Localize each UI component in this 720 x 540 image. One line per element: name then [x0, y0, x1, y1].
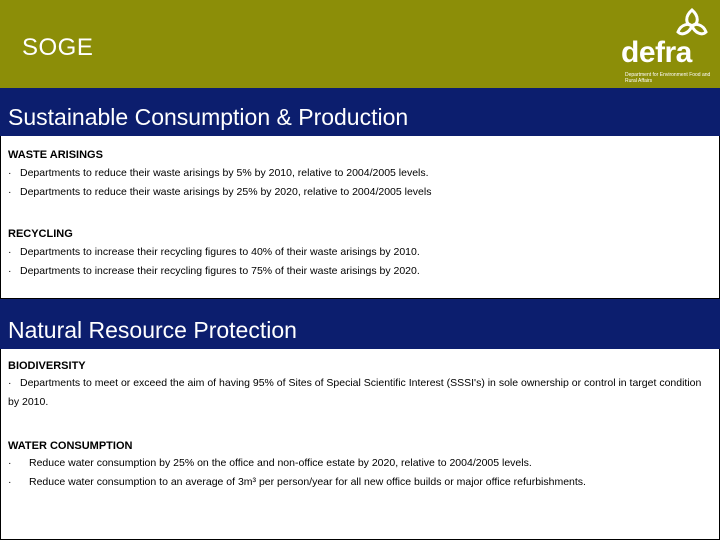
leaf-logo-icon	[676, 8, 708, 36]
section-title: Natural Resource Protection	[8, 317, 297, 343]
box-heading: RECYCLING	[8, 228, 73, 240]
logo-wordmark: defra	[621, 36, 692, 69]
bullet-dot: ·	[8, 246, 12, 258]
recycling-box: RECYCLING · Departments to increase their…	[0, 218, 720, 299]
list-item: · Reduce water consumption by 25% on the …	[8, 454, 713, 473]
bullet-dot: ·	[8, 476, 12, 488]
page-title: SOGE	[22, 34, 94, 61]
bullet-dot: ·	[8, 377, 12, 389]
section-band-natural-resource: Natural Resource Protection	[0, 299, 720, 349]
box-heading: WATER CONSUMPTION	[8, 440, 133, 452]
list-item: · Reduce water consumption to an average …	[8, 473, 713, 492]
defra-logo: defra Department for Environment Food an…	[615, 6, 715, 86]
box-heading: BIODIVERSITY	[8, 360, 86, 372]
list-item: · Departments to reduce their waste arisi…	[8, 164, 713, 183]
bullet-dot: ·	[8, 186, 12, 198]
logo-tagline: Department for Environment Food and Rura…	[625, 72, 711, 84]
biodiversity-box: BIODIVERSITY · Departments to meet or exc…	[0, 349, 720, 432]
box-heading: WASTE ARISINGS	[8, 149, 103, 161]
bullet-dot: ·	[8, 457, 12, 469]
waste-arisings-box: WASTE ARISINGS · Departments to reduce th…	[0, 136, 720, 219]
section-band-sustainable: Sustainable Consumption & Production	[0, 88, 720, 136]
section-title: Sustainable Consumption & Production	[8, 104, 409, 130]
list-item: · Departments to increase their recycling…	[8, 262, 713, 281]
bullet-dot: ·	[8, 265, 12, 277]
header-bar: SOGE defra Department for Environment Fo…	[0, 0, 720, 88]
water-consumption-box: WATER CONSUMPTION · Reduce water consumpt…	[0, 431, 720, 540]
bullet-dot: ·	[8, 167, 12, 179]
list-item: · Departments to meet or exceed the aim o…	[8, 374, 713, 412]
list-item: · Departments to reduce their waste arisi…	[8, 183, 713, 202]
list-item: · Departments to increase their recycling…	[8, 243, 713, 262]
